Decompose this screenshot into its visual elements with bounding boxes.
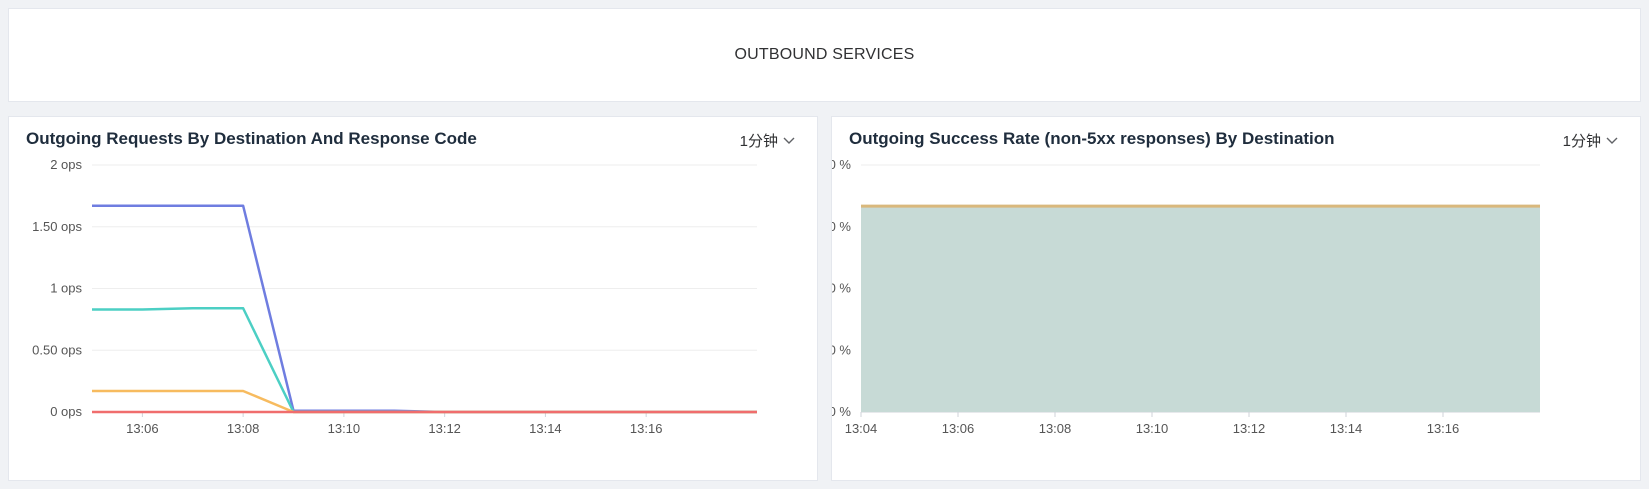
y-tick-label: 1 ops [50, 281, 82, 296]
x-tick-label: 13:14 [529, 421, 562, 436]
y-tick-label: 0 % [832, 404, 851, 419]
requests-line-chart: 2 ops 1.50 ops 1 ops 0.50 ops 0 ops 13:06 13:0… [32, 157, 757, 436]
y-tick-label: 0.50 ops [32, 342, 82, 357]
x-tick-label: 13:16 [630, 421, 663, 436]
y-tick-label: 90 % [832, 219, 851, 234]
series-line-2 [92, 389, 757, 414]
success-rate-panel: Outgoing Success Rate (non-5xx responses… [831, 116, 1641, 481]
interval-label: 1分钟 [1562, 133, 1601, 150]
interval-label: 1分钟 [739, 133, 778, 150]
series-line-1 [92, 307, 757, 414]
y-tick-label: 30 % [832, 342, 851, 357]
x-tick-label: 13:08 [227, 421, 260, 436]
x-tick-label: 13:12 [1233, 421, 1266, 436]
x-tick-label: 13:06 [942, 421, 975, 436]
chevron-down-icon [1606, 137, 1618, 144]
x-tick-label: 13:14 [1330, 421, 1363, 436]
chevron-down-icon [783, 137, 795, 144]
x-tick-label: 13:10 [1136, 421, 1169, 436]
y-tick-label: 1.50 ops [32, 219, 82, 234]
x-tick-label: 13:04 [845, 421, 878, 436]
x-tick-label: 13:16 [1427, 421, 1460, 436]
success-rate-title: Outgoing Success Rate (non-5xx responses… [849, 129, 1335, 148]
outbound-services-header: OUTBOUND SERVICES [8, 8, 1641, 102]
section-title: OUTBOUND SERVICES [734, 46, 915, 63]
y-tick-label: 60 % [832, 281, 851, 296]
outgoing-requests-panel: Outgoing Requests By Destination And Res… [8, 116, 818, 481]
x-tick-label: 13:08 [1039, 421, 1072, 436]
x-tick-label: 13:06 [126, 421, 159, 436]
x-tick-label: 13:12 [428, 421, 461, 436]
success-rate-area-chart: 120 % 90 % 60 % 30 % 0 % 13:04 13:06 13:08 13:10… [832, 157, 1540, 436]
outgoing-requests-title: Outgoing Requests By Destination And Res… [26, 129, 477, 148]
interval-select-right[interactable]: 1分钟 [1563, 130, 1618, 151]
y-tick-label: 2 ops [50, 157, 82, 172]
interval-select-left[interactable]: 1分钟 [740, 130, 795, 151]
x-tick-label: 13:10 [328, 421, 361, 436]
y-tick-label: 120 % [832, 157, 851, 172]
y-tick-label: 0 ops [50, 404, 82, 419]
series-area-0 [861, 206, 1540, 412]
